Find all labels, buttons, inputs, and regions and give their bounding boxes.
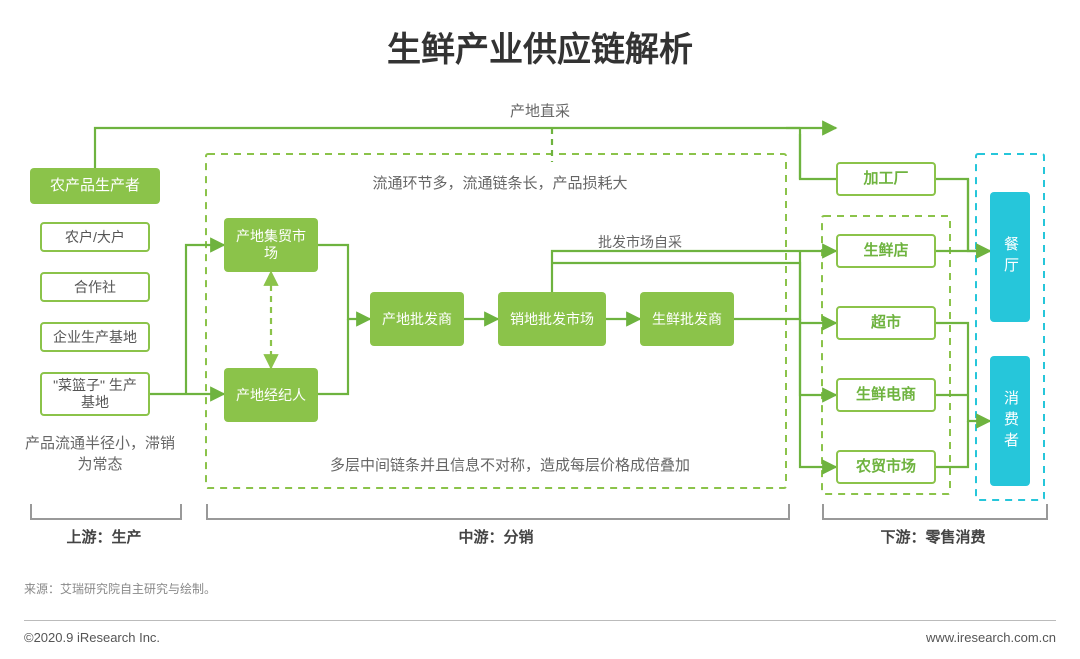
label-upstream: 上游：生产 <box>30 526 178 547</box>
node-restaurant: 餐厅 <box>990 192 1030 322</box>
node-basket: "菜篮子" 生产基地 <box>40 372 150 416</box>
label-midstream: 中游：分销 <box>206 526 786 547</box>
node-fresh_ws: 生鲜批发商 <box>640 292 734 346</box>
page-title: 生鲜产业供应链解析 <box>0 22 1080 71</box>
node-farm_market: 农贸市场 <box>836 450 936 484</box>
source-note: 来源：艾瑞研究院自主研究与绘制。 <box>24 580 216 597</box>
label-mid-bottom: 多层中间链条并且信息不对称，造成每层价格成倍叠加 <box>260 454 760 475</box>
node-enterprise: 企业生产基地 <box>40 322 150 352</box>
label-downstream: 下游：零售消费 <box>822 526 1044 547</box>
node-consumer: 消费者 <box>990 356 1030 486</box>
node-ecom: 生鲜电商 <box>836 378 936 412</box>
diagram-stage: { "title": {"text":"生鲜产业供应链解析","fontsize… <box>0 0 1080 659</box>
bracket-midstream <box>206 504 790 520</box>
label-wholesale-self: 批发市场自采 <box>540 232 740 252</box>
footer-divider <box>24 620 1056 621</box>
label-left-note: 产品流通半径小，滞销为常态 <box>18 432 182 474</box>
bracket-downstream <box>822 504 1048 520</box>
node-origin_ws: 产地批发商 <box>370 292 464 346</box>
label-direct-source: 产地直采 <box>300 100 780 121</box>
node-fresh_store: 生鲜店 <box>836 234 936 268</box>
node-dest_ws: 销地批发市场 <box>498 292 606 346</box>
website-note: www.iresearch.com.cn <box>926 630 1056 645</box>
node-factory: 加工厂 <box>836 162 936 196</box>
copyright-note: ©2020.9 iResearch Inc. <box>24 630 160 645</box>
node-trade_market: 产地集贸市场 <box>224 218 318 272</box>
node-supermarket: 超市 <box>836 306 936 340</box>
node-agent: 产地经纪人 <box>224 368 318 422</box>
bracket-upstream <box>30 504 182 520</box>
node-coop: 合作社 <box>40 272 150 302</box>
node-producer: 农产品生产者 <box>30 168 160 204</box>
label-mid-top: 流通环节多，流通链条长，产品损耗大 <box>280 172 720 193</box>
node-farmer: 农户/大户 <box>40 222 150 252</box>
